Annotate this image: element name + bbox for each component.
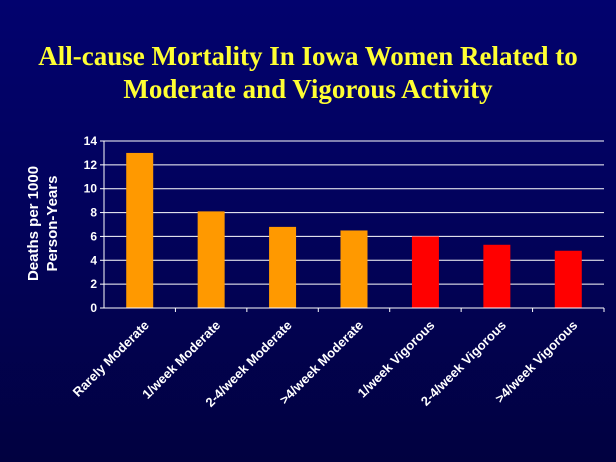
y-tick-label: 4 — [90, 253, 97, 267]
axes — [100, 140, 605, 312]
bar — [411, 236, 439, 308]
bar — [126, 152, 154, 308]
y-axis-title: Deaths per 1000 Person-Years — [25, 166, 61, 281]
x-tick-label: 1/week Moderate — [139, 318, 223, 402]
x-tick-label: 1/week Vigorous — [355, 318, 438, 401]
y-tick-label: 8 — [90, 206, 97, 220]
y-axis-title-line: Deaths per 1000 — [25, 166, 42, 281]
slide-title-line-2: Moderate and Vigorous Activity — [123, 74, 493, 104]
y-tick-label: 0 — [90, 301, 97, 315]
bar — [197, 211, 225, 308]
y-tick-label: 2 — [90, 277, 97, 291]
x-tick-label: Rarely Moderate — [70, 318, 152, 400]
y-tick-label: 14 — [84, 134, 98, 148]
bars — [126, 152, 582, 308]
slide-title: All-cause Mortality In Iowa Women Relate… — [0, 40, 616, 106]
y-tick-label: 10 — [84, 182, 98, 196]
bar — [554, 250, 582, 308]
y-tick-label: 6 — [90, 229, 97, 243]
y-tick-label: 12 — [84, 158, 98, 172]
slide-title-line-1: All-cause Mortality In Iowa Women Relate… — [38, 41, 578, 71]
bar — [269, 226, 297, 308]
bar — [483, 244, 511, 308]
y-axis-title-line: Person-Years — [44, 176, 61, 272]
bar — [340, 230, 368, 308]
